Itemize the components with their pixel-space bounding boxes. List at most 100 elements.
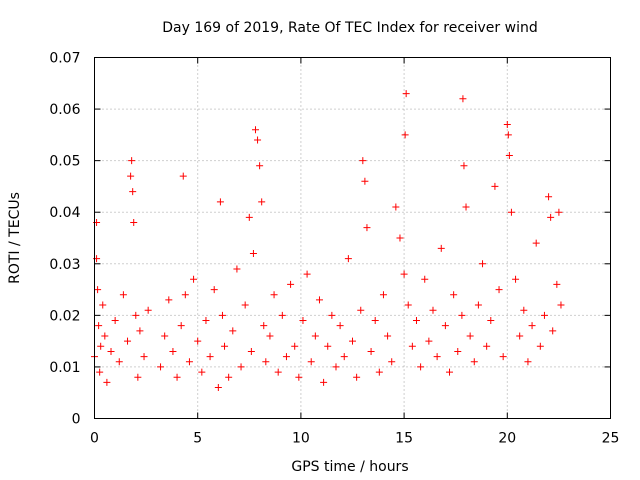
data-point [474, 301, 482, 309]
y-tick-label: 0.02 [49, 308, 80, 324]
data-point [299, 317, 307, 325]
data-point [499, 353, 507, 361]
data-point [412, 317, 420, 325]
y-tick-label: 0.07 [49, 51, 80, 67]
data-point [210, 286, 218, 294]
data-point [462, 203, 470, 211]
data-point [459, 95, 467, 103]
data-point [401, 131, 409, 139]
data-point [258, 198, 266, 206]
data-point [134, 373, 142, 381]
data-point [553, 280, 561, 288]
data-point [214, 384, 222, 392]
data-point [247, 347, 255, 355]
chart-title: Day 169 of 2019, Rate Of TEC Index for r… [162, 20, 537, 36]
data-point [320, 378, 328, 386]
data-point [266, 332, 274, 340]
data-point [487, 317, 495, 325]
data-point [379, 291, 387, 299]
data-point [278, 311, 286, 319]
data-point [99, 301, 107, 309]
data-point [336, 322, 344, 330]
data-point [307, 358, 315, 366]
data-point [532, 239, 540, 247]
data-point [136, 327, 144, 335]
points-layer [91, 90, 565, 392]
data-point [357, 306, 365, 314]
data-point [450, 291, 458, 299]
y-axis-label: ROTI / TECUs [7, 192, 23, 284]
data-point [545, 193, 553, 201]
data-point [404, 301, 412, 309]
data-point [524, 358, 532, 366]
x-tick-label: 0 [90, 431, 99, 447]
data-point [177, 322, 185, 330]
data-point [505, 151, 513, 159]
data-point [169, 347, 177, 355]
data-point [245, 213, 253, 221]
data-point [129, 188, 137, 196]
data-point [367, 347, 375, 355]
data-point [332, 363, 340, 371]
data-point [408, 342, 416, 350]
data-point [103, 378, 111, 386]
data-point [470, 358, 478, 366]
data-point [328, 311, 336, 319]
data-point [433, 353, 441, 361]
data-point [260, 322, 268, 330]
data-point [221, 342, 229, 350]
data-point [97, 342, 105, 350]
data-point [437, 244, 445, 252]
data-point [274, 368, 282, 376]
x-tick-label: 5 [193, 431, 202, 447]
data-point [185, 358, 193, 366]
x-axis-label: GPS time / hours [291, 459, 408, 475]
data-point [132, 311, 140, 319]
data-point [340, 353, 348, 361]
data-point [466, 332, 474, 340]
data-point [311, 332, 319, 340]
data-point [441, 322, 449, 330]
data-point [512, 275, 520, 283]
data-point [107, 347, 115, 355]
data-point [161, 332, 169, 340]
data-point [384, 332, 392, 340]
data-point [315, 296, 323, 304]
data-point [349, 337, 356, 345]
data-point [173, 373, 181, 381]
data-point [101, 332, 109, 340]
data-point [256, 162, 264, 170]
data-point [507, 208, 515, 216]
data-point [130, 219, 138, 227]
data-point [479, 260, 487, 268]
data-point [202, 317, 210, 325]
y-tick-label: 0.03 [49, 257, 80, 273]
data-point [540, 311, 548, 319]
data-point [282, 353, 290, 361]
data-point [536, 342, 544, 350]
x-tick-label: 15 [395, 431, 413, 447]
data-point [115, 358, 123, 366]
data-point [127, 172, 135, 180]
x-tick-label: 25 [602, 431, 620, 447]
plot-frame [94, 57, 611, 419]
data-point [503, 121, 511, 129]
y-tick-label: 0.05 [49, 154, 80, 170]
data-point [429, 306, 437, 314]
data-point [396, 234, 404, 242]
data-point [303, 270, 311, 278]
y-tick-label: 0 [72, 412, 81, 428]
data-point [371, 317, 379, 325]
data-point [206, 353, 214, 361]
data-point [291, 342, 299, 350]
data-point [344, 255, 352, 263]
data-point [547, 213, 555, 221]
x-tick-label: 20 [498, 431, 516, 447]
data-point [400, 270, 408, 278]
grid-layer [94, 57, 611, 419]
data-point [218, 311, 226, 319]
data-point [270, 291, 278, 299]
data-point [361, 177, 369, 185]
data-point [251, 126, 259, 134]
data-point [119, 291, 127, 299]
